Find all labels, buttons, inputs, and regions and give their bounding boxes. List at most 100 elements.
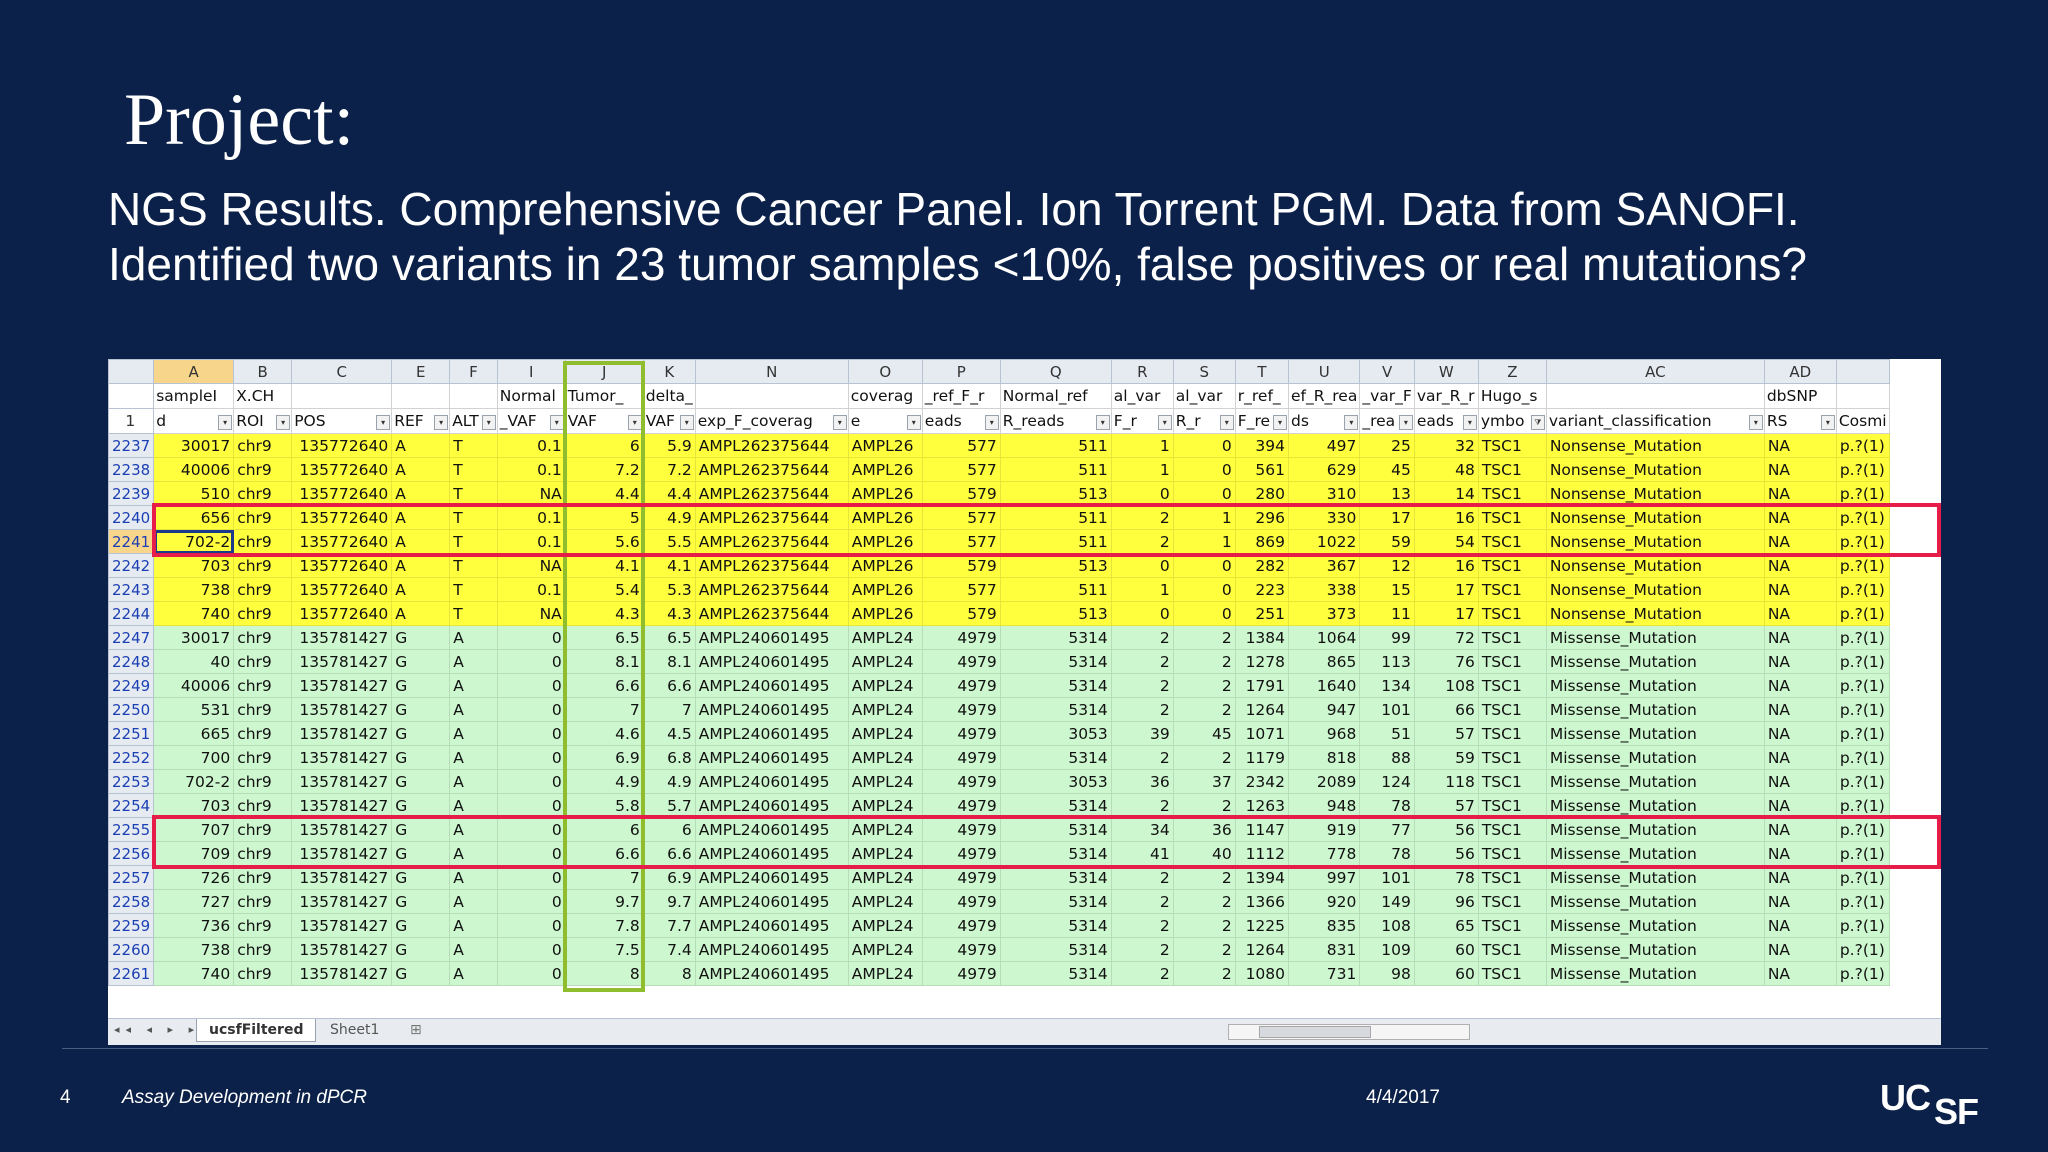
table-cell[interactable]: Missense_Mutation — [1545, 865, 1765, 890]
table-cell[interactable]: chr9 — [233, 457, 293, 482]
table-cell[interactable]: G — [391, 961, 451, 986]
table-cell[interactable]: p.?(1) — [1835, 745, 1890, 770]
table-cell[interactable]: A — [391, 481, 451, 506]
header-cell[interactable]: R_reads ▾ — [999, 408, 1112, 434]
table-cell[interactable]: 0 — [496, 697, 566, 722]
table-cell[interactable]: A — [449, 961, 498, 986]
table-cell[interactable]: 702-2 — [153, 769, 235, 794]
table-cell[interactable]: 330 — [1288, 505, 1361, 530]
table-cell[interactable]: 5314 — [999, 865, 1112, 890]
table-cell[interactable]: 135781427 — [291, 937, 393, 962]
column-letter-c[interactable]: C — [291, 359, 393, 384]
table-cell[interactable]: AMPL240601495 — [694, 961, 849, 986]
table-cell[interactable]: chr9 — [233, 889, 293, 914]
table-cell[interactable]: A — [391, 433, 451, 458]
header-cell[interactable]: _rea ▾ — [1359, 408, 1415, 434]
table-cell[interactable]: TSC1 — [1477, 697, 1547, 722]
table-cell[interactable]: 72 — [1413, 625, 1479, 650]
table-cell[interactable]: 51 — [1359, 721, 1415, 746]
column-letter-i[interactable]: I — [496, 359, 566, 384]
table-cell[interactable]: AMPL240601495 — [694, 937, 849, 962]
table-cell[interactable]: 0 — [1172, 553, 1236, 578]
table-cell[interactable]: 6.6 — [642, 673, 696, 698]
table-cell[interactable]: chr9 — [233, 577, 293, 602]
table-cell[interactable]: NA — [1763, 457, 1837, 482]
column-letter-s[interactable]: S — [1172, 359, 1236, 384]
table-cell[interactable]: NA — [1763, 793, 1837, 818]
table-cell[interactable]: TSC1 — [1477, 625, 1547, 650]
table-cell[interactable]: 577 — [921, 433, 1001, 458]
table-cell[interactable]: 1022 — [1288, 529, 1361, 554]
table-cell[interactable]: 48 — [1413, 457, 1479, 482]
table-cell[interactable]: A — [449, 721, 498, 746]
table-cell[interactable]: 135781427 — [291, 721, 393, 746]
table-cell[interactable]: 30017 — [153, 625, 235, 650]
table-cell[interactable]: 5314 — [999, 889, 1112, 914]
table-cell[interactable]: TSC1 — [1477, 961, 1547, 986]
table-cell[interactable]: A — [449, 817, 498, 842]
table-cell[interactable]: 0 — [1110, 601, 1174, 626]
row-number[interactable]: 2258 — [108, 889, 155, 914]
table-cell[interactable]: 37 — [1172, 769, 1236, 794]
table-cell[interactable]: 1394 — [1234, 865, 1290, 890]
table-cell[interactable]: 5 — [564, 505, 644, 530]
table-cell[interactable]: Missense_Mutation — [1545, 913, 1765, 938]
header-cell[interactable]: REF ▾ — [391, 408, 451, 434]
table-cell[interactable]: 45 — [1172, 721, 1236, 746]
table-cell[interactable]: Missense_Mutation — [1545, 889, 1765, 914]
table-cell[interactable]: 4.3 — [642, 601, 696, 626]
table-cell[interactable]: 135772640 — [291, 601, 393, 626]
table-cell[interactable]: TSC1 — [1477, 745, 1547, 770]
table-cell[interactable]: chr9 — [233, 601, 293, 626]
table-cell[interactable]: G — [391, 913, 451, 938]
filter-dropdown-icon[interactable]: ▾ — [679, 415, 694, 430]
table-cell[interactable]: 5314 — [999, 961, 1112, 986]
table-cell[interactable]: 727 — [153, 889, 235, 914]
table-cell[interactable]: p.?(1) — [1835, 529, 1890, 554]
table-cell[interactable]: 76 — [1413, 649, 1479, 674]
row-number[interactable]: 2240 — [108, 505, 155, 530]
table-cell[interactable]: 665 — [153, 721, 235, 746]
table-cell[interactable]: 0.1 — [496, 577, 566, 602]
table-cell[interactable]: AMPL24 — [847, 769, 923, 794]
table-cell[interactable]: 513 — [999, 481, 1112, 506]
table-cell[interactable]: AMPL24 — [847, 913, 923, 938]
table-cell[interactable]: 511 — [999, 505, 1112, 530]
table-cell[interactable]: AMPL26 — [847, 529, 923, 554]
row-number[interactable]: 2254 — [108, 793, 155, 818]
table-cell[interactable]: 0 — [1172, 481, 1236, 506]
table-cell[interactable]: p.?(1) — [1835, 577, 1890, 602]
table-cell[interactable]: AMPL24 — [847, 721, 923, 746]
table-cell[interactable]: p.?(1) — [1835, 793, 1890, 818]
table-cell[interactable]: NA — [496, 481, 566, 506]
table-cell[interactable]: 7.8 — [564, 913, 644, 938]
table-cell[interactable]: 135781427 — [291, 673, 393, 698]
table-cell[interactable]: G — [391, 697, 451, 722]
table-cell[interactable]: 57 — [1413, 793, 1479, 818]
table-cell[interactable]: p.?(1) — [1835, 481, 1890, 506]
table-cell[interactable]: AMPL24 — [847, 625, 923, 650]
table-cell[interactable]: 0 — [496, 625, 566, 650]
table-cell[interactable]: 7.4 — [642, 937, 696, 962]
table-cell[interactable]: p.?(1) — [1835, 649, 1890, 674]
table-cell[interactable]: 0 — [496, 673, 566, 698]
row-number[interactable]: 2239 — [108, 481, 155, 506]
table-cell[interactable]: chr9 — [233, 625, 293, 650]
table-cell[interactable]: 531 — [153, 697, 235, 722]
table-cell[interactable]: 99 — [1359, 625, 1415, 650]
table-cell[interactable]: 96 — [1413, 889, 1479, 914]
table-cell[interactable]: 78 — [1359, 841, 1415, 866]
table-cell[interactable]: Missense_Mutation — [1545, 673, 1765, 698]
table-cell[interactable]: chr9 — [233, 553, 293, 578]
table-cell[interactable]: 4.1 — [642, 553, 696, 578]
table-cell[interactable]: 577 — [921, 577, 1001, 602]
table-cell[interactable]: 5.4 — [564, 577, 644, 602]
table-cell[interactable]: T — [449, 553, 498, 578]
header-cell[interactable]: al_var — [1172, 383, 1236, 409]
table-cell[interactable]: 702-2 — [153, 529, 235, 554]
table-cell[interactable]: NA — [1763, 505, 1837, 530]
table-cell[interactable]: 4979 — [921, 817, 1001, 842]
table-cell[interactable]: 1080 — [1234, 961, 1290, 986]
table-cell[interactable]: G — [391, 745, 451, 770]
table-cell[interactable]: 5.6 — [564, 529, 644, 554]
